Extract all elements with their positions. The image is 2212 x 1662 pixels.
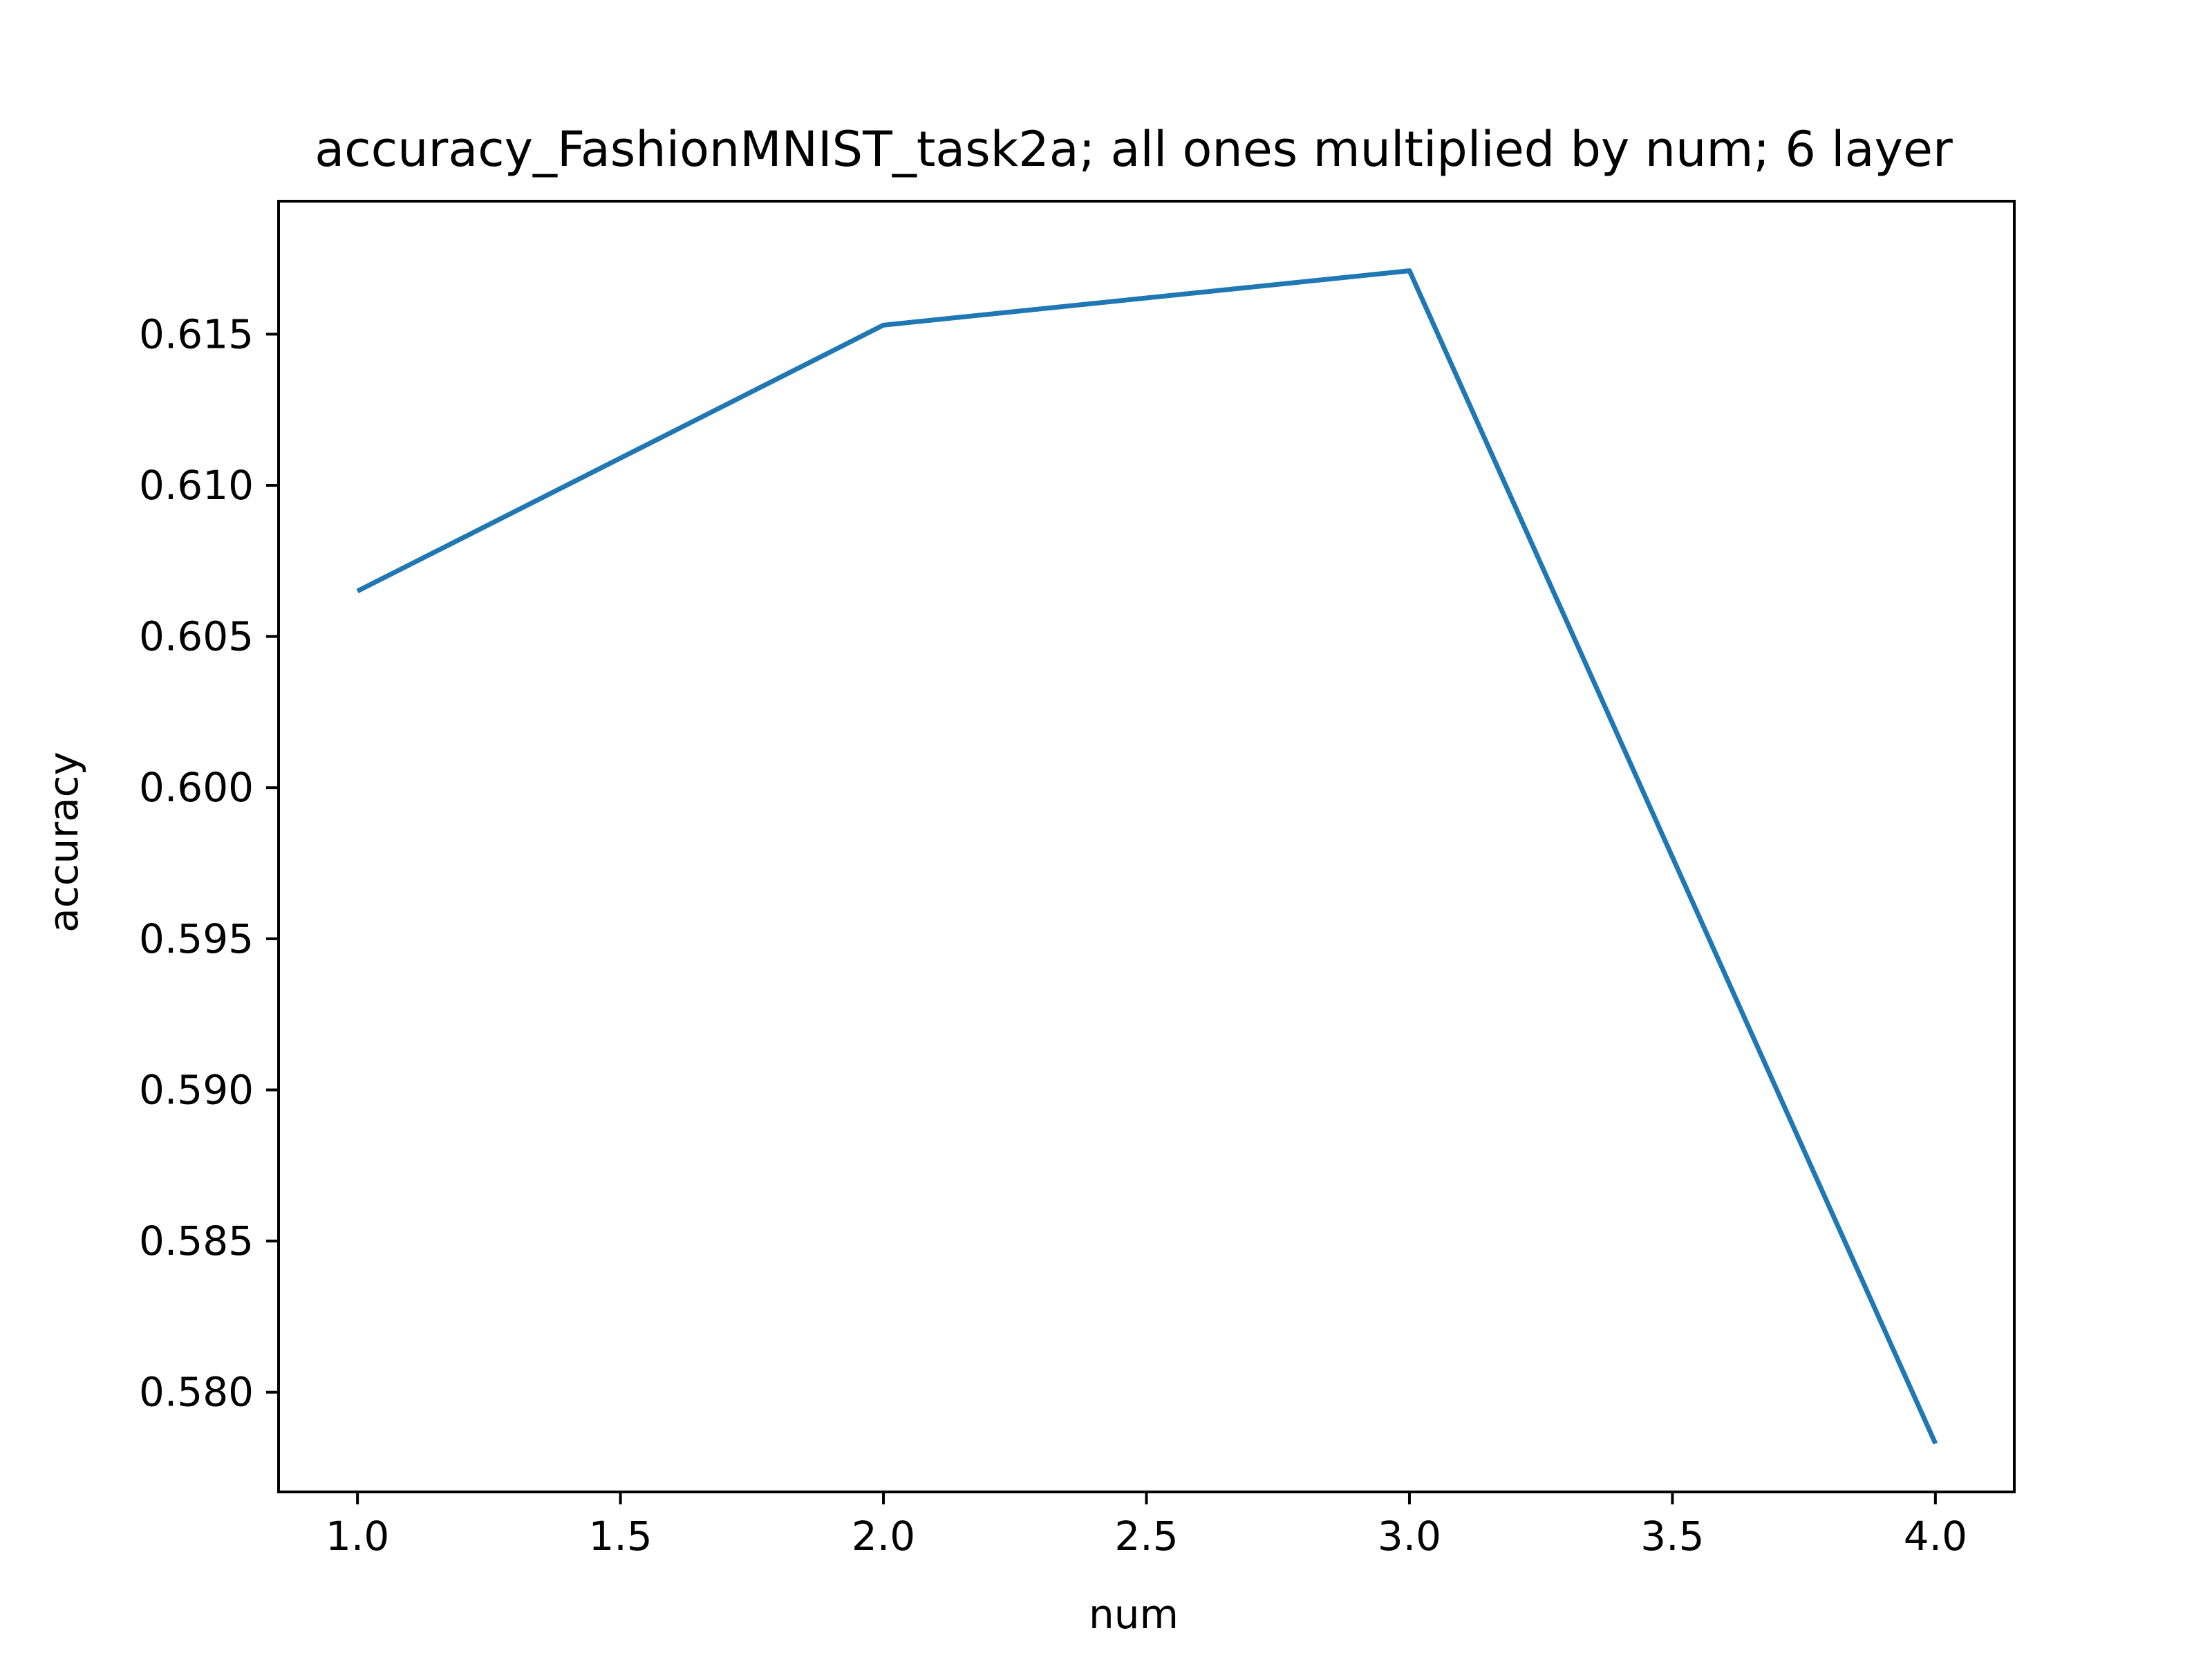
y-tick-label: 0.590	[139, 1066, 254, 1113]
x-axis: 1.0 1.5 2.0 2.5 3.0 3.5 4.0	[326, 1492, 1967, 1560]
y-tick-label: 0.615	[139, 310, 254, 357]
x-tick-label: 2.5	[1114, 1513, 1178, 1560]
x-tick-label: 3.0	[1378, 1513, 1441, 1560]
y-tick-label: 0.595	[139, 915, 254, 962]
y-axis-label: accuracy	[40, 751, 87, 933]
series-line-0	[356, 268, 1938, 1445]
y-axis: 0.580 0.585 0.590 0.595 0.600 0.605 0.610 0.615	[139, 310, 279, 1416]
chart-title: accuracy_FashionMNIST_task2a; all ones m…	[315, 121, 1953, 178]
x-tick-label: 1.5	[588, 1513, 652, 1560]
x-tick-label: 3.5	[1640, 1513, 1704, 1560]
y-tick-label: 0.580	[139, 1369, 254, 1416]
x-tick-label: 4.0	[1904, 1513, 1967, 1560]
y-tick-label: 0.585	[139, 1217, 254, 1264]
y-tick-label: 0.600	[139, 764, 254, 811]
x-tick-label: 2.0	[852, 1513, 915, 1560]
x-axis-label: num	[1089, 1591, 1179, 1638]
y-tick-label: 0.610	[139, 462, 254, 509]
y-tick-label: 0.605	[139, 613, 254, 660]
x-tick-label: 1.0	[326, 1513, 389, 1560]
